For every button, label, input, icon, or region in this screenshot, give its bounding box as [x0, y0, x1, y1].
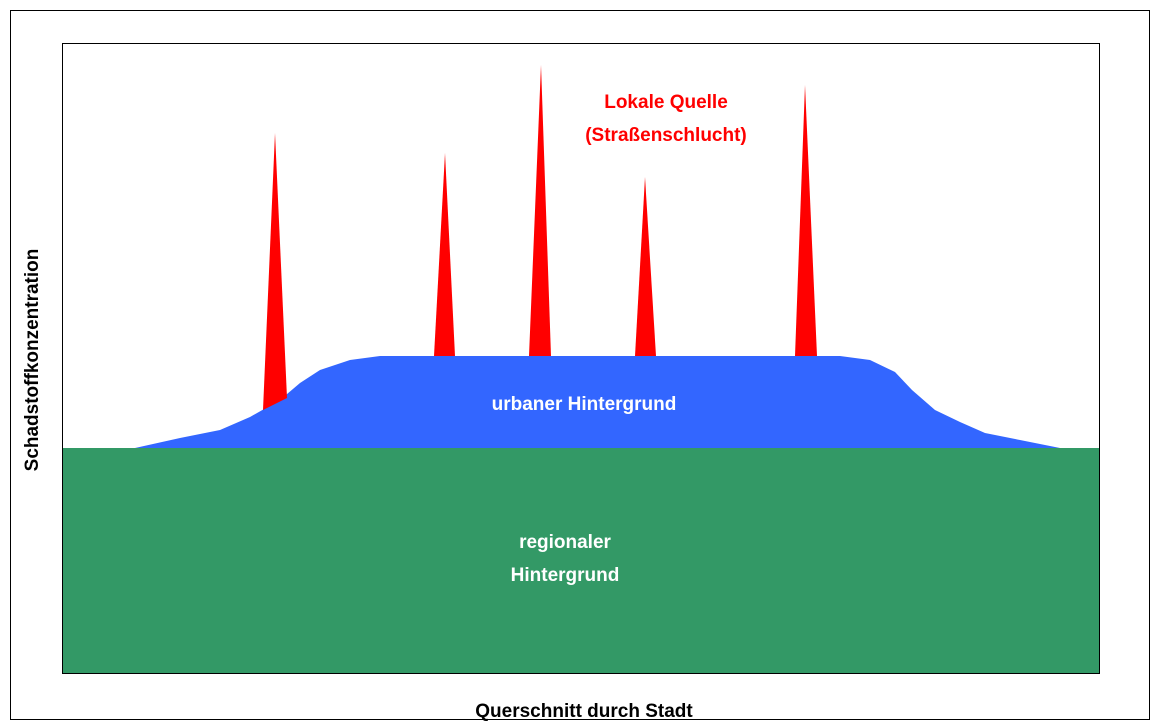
- x-axis-label: Querschnitt durch Stadt: [475, 701, 693, 722]
- regional-label: Hintergrund: [511, 565, 620, 586]
- urban-area: [135, 356, 1060, 448]
- y-axis-label: Schadstoffkonzentration: [22, 249, 43, 472]
- urban-label: urbaner Hintergrund: [492, 394, 677, 415]
- local-peaks: [263, 65, 817, 410]
- peak: [529, 65, 551, 356]
- local-source-label: (Straßenschlucht): [585, 125, 747, 146]
- local-source-label: Lokale Quelle: [604, 92, 728, 113]
- peak: [795, 85, 817, 356]
- regional-label: regionaler: [519, 532, 611, 553]
- peak: [635, 177, 656, 356]
- peak: [263, 133, 287, 410]
- regional-area: [63, 448, 1099, 673]
- peak: [434, 153, 455, 356]
